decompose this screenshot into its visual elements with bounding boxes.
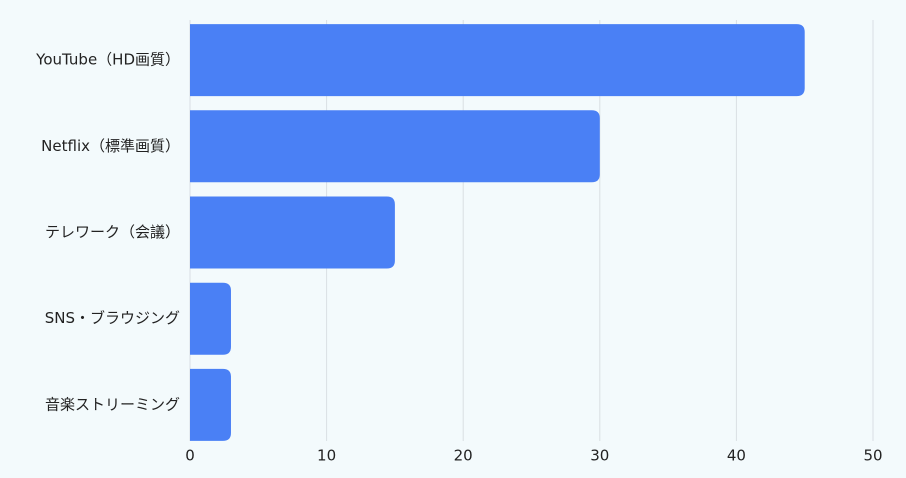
- bar: [190, 24, 805, 97]
- x-tick-label: 10: [317, 447, 336, 465]
- bar: [190, 368, 231, 441]
- y-tick-label: Netflix（標準画質）: [41, 137, 180, 155]
- x-tick-label: 40: [727, 447, 746, 465]
- x-tick-label: 20: [454, 447, 473, 465]
- x-tick-label: 50: [863, 447, 882, 465]
- bar: [190, 196, 395, 269]
- y-tick-label: 音楽ストリーミング: [45, 395, 180, 413]
- x-tick-label: 30: [590, 447, 609, 465]
- y-tick-label: SNS・ブラウジング: [45, 309, 180, 327]
- y-tick-label: テレワーク（会議）: [45, 223, 180, 241]
- bar: [190, 110, 600, 183]
- x-tick-label: 0: [185, 447, 195, 465]
- y-tick-label: YouTube（HD画質）: [35, 51, 180, 69]
- bar: [190, 282, 231, 355]
